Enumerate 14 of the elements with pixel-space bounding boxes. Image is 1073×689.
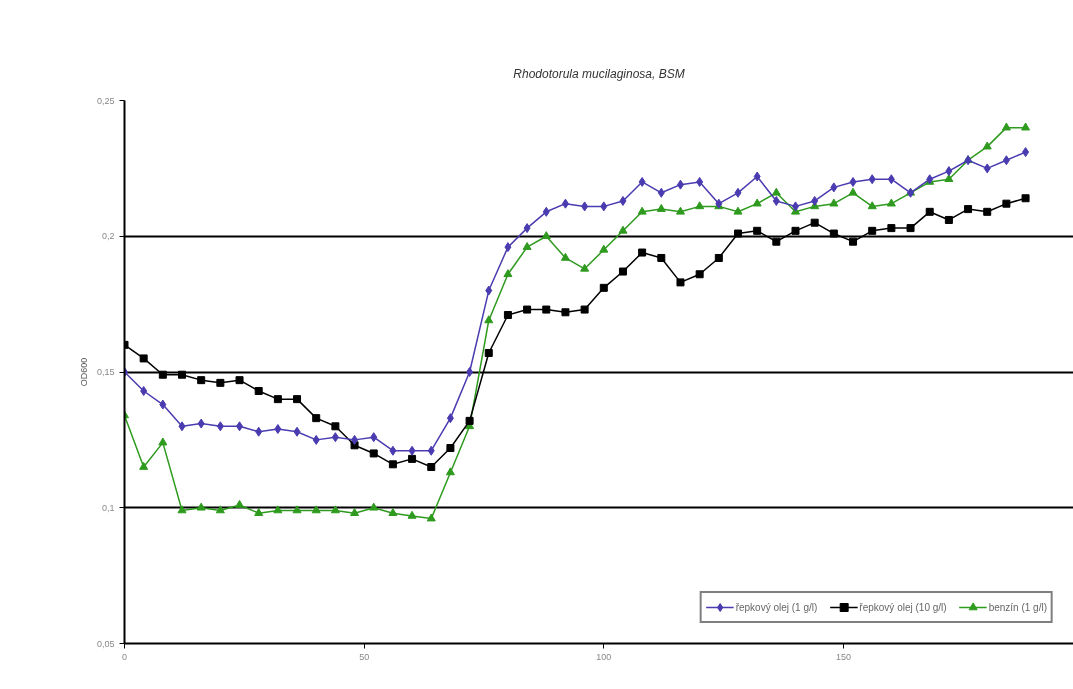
x-tick-label: 100 xyxy=(596,651,612,662)
x-tick-label: 50 xyxy=(359,651,370,662)
legend-label: řepkový olej (1 g/l) xyxy=(735,601,818,613)
x-tick-label: 0 xyxy=(122,651,128,662)
y-tick-label: 0,25 xyxy=(96,95,115,106)
chart-title: Rhodotorula mucilaginosa, BSM xyxy=(513,66,685,81)
x-tick-label: 150 xyxy=(835,651,851,662)
legend-label: benzín (1 g/l) xyxy=(988,601,1047,613)
legend-label: řepkový olej (10 g/l) xyxy=(859,601,947,613)
y-tick-label: 0,15 xyxy=(96,367,115,377)
y-axis-title: OD600 xyxy=(78,357,89,387)
y-tick-label: 0,2 xyxy=(101,231,115,242)
y-tick-label: 0,1 xyxy=(101,502,115,513)
y-tick-label: 0,05 xyxy=(96,638,115,649)
